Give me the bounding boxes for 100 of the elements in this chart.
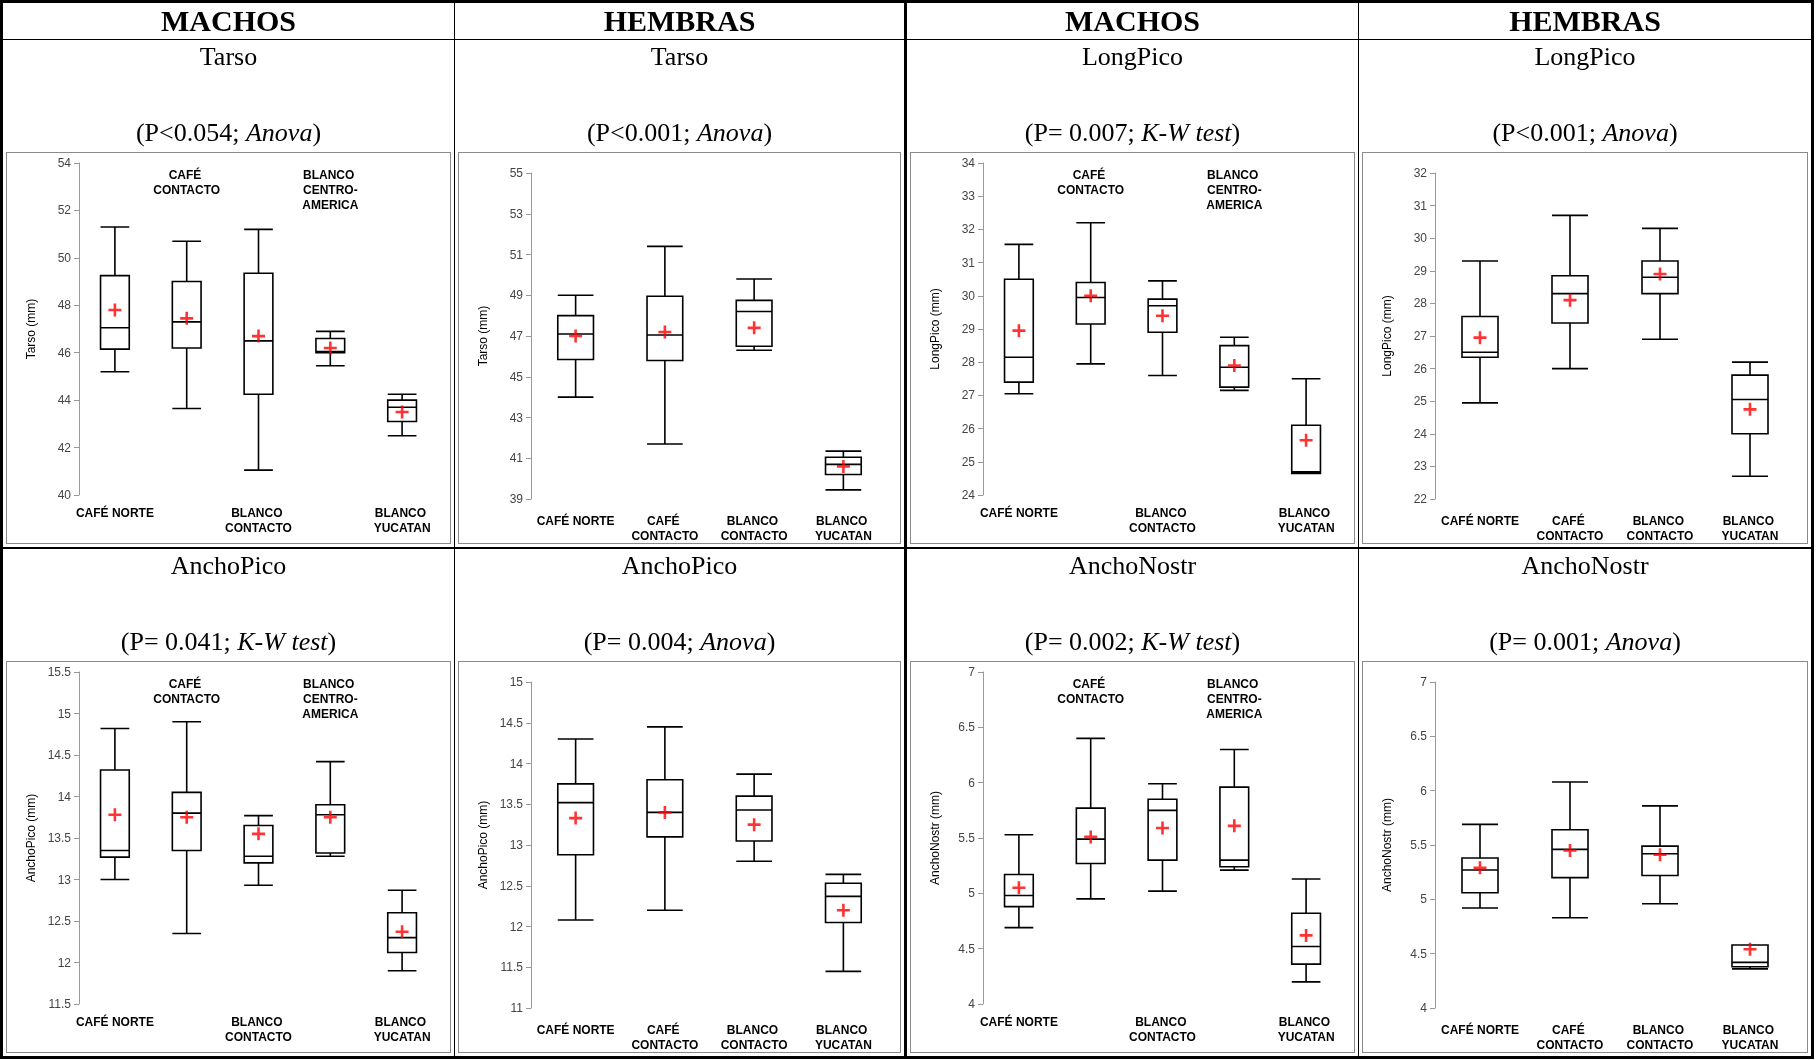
- y-tick-label: 27: [1413, 329, 1428, 343]
- x-tick-label: BLANCO YUCATAN: [373, 1014, 431, 1044]
- y-tick-label: 30: [1413, 231, 1428, 246]
- x-tick-label: BLANCO CONTACTO: [1129, 505, 1196, 535]
- y-tick-label: 43: [509, 410, 524, 425]
- y-tick-label: 33: [961, 189, 976, 204]
- x-tick-label: BLANCO YUCATAN: [1721, 1022, 1779, 1052]
- x-tick-label: CAFÉ NORTE: [75, 504, 154, 520]
- y-tick-label: 6: [968, 775, 976, 790]
- chart-title: AnchoPico: [169, 551, 288, 581]
- y-tick-label: 47: [509, 329, 524, 343]
- x-tick-label: CAFÉ NORTE: [979, 1013, 1058, 1029]
- x-tick-label: BLANCO CONTACTO: [1626, 1022, 1694, 1052]
- y-tick-label: 11.5: [48, 997, 72, 1011]
- y-tick-label: 13.5: [499, 797, 524, 812]
- y-tick-label: 48: [57, 298, 72, 313]
- y-tick-label: 31: [961, 255, 976, 270]
- x-tick-label: CAFÉ NORTE: [979, 504, 1058, 520]
- x-tick-label: BLANCO CONTACTO: [225, 1014, 292, 1044]
- x-tick-label: BLANCO CONTACTO: [1129, 1014, 1196, 1044]
- chart-subtitle: (P= 0.041; K-W test): [120, 627, 337, 656]
- y-tick-label: 4.5: [1410, 946, 1428, 961]
- y-tick-label: 12: [509, 919, 524, 934]
- x-tick-label: BLANCO YUCATAN: [1277, 505, 1335, 535]
- y-axis-title: AnchoNostr (mm): [928, 790, 942, 886]
- y-tick-label: 5: [968, 886, 976, 901]
- x-tick-label: CAFÉ CONTACTO: [153, 675, 221, 706]
- y-tick-label: 29: [1413, 263, 1428, 278]
- y-tick-label: 25: [961, 454, 976, 469]
- x-tick-label: CAFÉ NORTE: [1441, 512, 1519, 528]
- y-tick-label: 22: [1413, 492, 1428, 506]
- y-tick-label: 12.5: [499, 878, 524, 893]
- y-tick-label: 15: [509, 675, 524, 689]
- y-tick-label: 54: [57, 156, 72, 170]
- y-tick-label: 55: [509, 166, 524, 180]
- y-tick-label: 50: [57, 250, 72, 265]
- text: MACHOS: [907, 3, 1358, 40]
- x-tick-label: BLANCO CONTACTO: [720, 1022, 788, 1052]
- y-tick-label: 14: [57, 789, 72, 804]
- x-tick-label: CAFÉ CONTACTO: [631, 512, 699, 543]
- chart-title: Tarso: [649, 42, 710, 72]
- x-tick-label: BLANCO CENTRO-AMERICA: [302, 167, 359, 212]
- chart-subtitle: (P= 0.007; K-W test): [1024, 118, 1241, 147]
- y-tick-label: 53: [509, 206, 524, 221]
- chart-subtitle: (P<0.001; Anova): [1492, 118, 1678, 147]
- x-tick-label: BLANCO YUCATAN: [1721, 513, 1779, 543]
- chart-title: AnchoPico: [620, 551, 739, 581]
- y-tick-label: 13: [57, 872, 72, 887]
- y-tick-label: 51: [509, 247, 524, 262]
- y-tick-label: 24: [961, 488, 976, 502]
- y-axis-title: AnchoPico (mm): [23, 793, 38, 883]
- text: MACHOS: [3, 3, 454, 40]
- y-axis-title: AnchoNostr (mm): [1380, 797, 1394, 893]
- x-tick-label: BLANCO YUCATAN: [814, 1022, 872, 1052]
- chart-subtitle: (P<0.001; Anova): [586, 118, 773, 147]
- y-tick-label: 11.5: [500, 960, 524, 975]
- y-tick-label: 15: [57, 706, 72, 721]
- chart-subtitle: (P= 0.004; Anova): [583, 627, 776, 656]
- chart-title: AnchoNostr: [1520, 551, 1650, 581]
- y-axis-title: LongPico (mm): [928, 288, 942, 370]
- text: HEMBRAS: [455, 3, 904, 40]
- y-tick-label: 7: [1420, 675, 1428, 689]
- chart-title: Tarso: [198, 42, 259, 72]
- y-tick-label: 25: [1413, 394, 1428, 409]
- x-tick-label: BLANCO CENTRO-AMERICA: [1206, 167, 1263, 212]
- y-tick-label: 5.5: [1410, 838, 1428, 852]
- y-tick-label: 42: [57, 440, 72, 455]
- y-tick-label: 12.5: [47, 914, 72, 928]
- x-tick-label: CAFÉ NORTE: [536, 512, 615, 528]
- x-tick-label: CAFÉ CONTACTO: [1057, 675, 1125, 706]
- y-tick-label: 4: [1420, 1001, 1428, 1015]
- y-tick-label: 49: [509, 288, 524, 303]
- y-tick-label: 28: [961, 355, 976, 370]
- y-tick-label: 11: [510, 1001, 524, 1015]
- chart-title: LongPico: [1080, 42, 1185, 72]
- y-tick-label: 6.5: [958, 720, 976, 735]
- text: HEMBRAS: [1359, 3, 1811, 40]
- y-tick-label: 40: [57, 488, 72, 502]
- y-tick-label: 39: [509, 492, 524, 506]
- y-axis-title: LongPico (mm): [1380, 295, 1394, 377]
- x-tick-label: CAFÉ CONTACTO: [1536, 1021, 1604, 1052]
- x-tick-label: CAFÉ CONTACTO: [153, 166, 221, 197]
- chart-subtitle: (P<0.054; Anova): [135, 118, 322, 147]
- y-tick-label: 6: [1420, 783, 1428, 798]
- y-tick-label: 28: [1413, 296, 1428, 311]
- y-tick-label: 44: [57, 393, 72, 408]
- x-tick-label: CAFÉ NORTE: [536, 1021, 615, 1037]
- y-tick-label: 23: [1413, 459, 1428, 474]
- x-tick-label: CAFÉ NORTE: [75, 1013, 154, 1029]
- y-tick-label: 31: [1413, 198, 1428, 213]
- x-tick-label: CAFÉ CONTACTO: [1057, 166, 1125, 197]
- x-tick-label: CAFÉ NORTE: [1441, 1021, 1519, 1037]
- chart-title: LongPico: [1533, 42, 1637, 72]
- y-tick-label: 13.5: [47, 831, 72, 845]
- x-tick-label: CAFÉ CONTACTO: [1536, 512, 1604, 543]
- y-tick-label: 45: [509, 369, 524, 384]
- y-axis-title: Tarso (mm): [24, 298, 38, 360]
- x-tick-label: BLANCO YUCATAN: [373, 505, 431, 535]
- y-tick-label: 15.5: [47, 665, 72, 679]
- x-tick-label: BLANCO YUCATAN: [814, 513, 872, 543]
